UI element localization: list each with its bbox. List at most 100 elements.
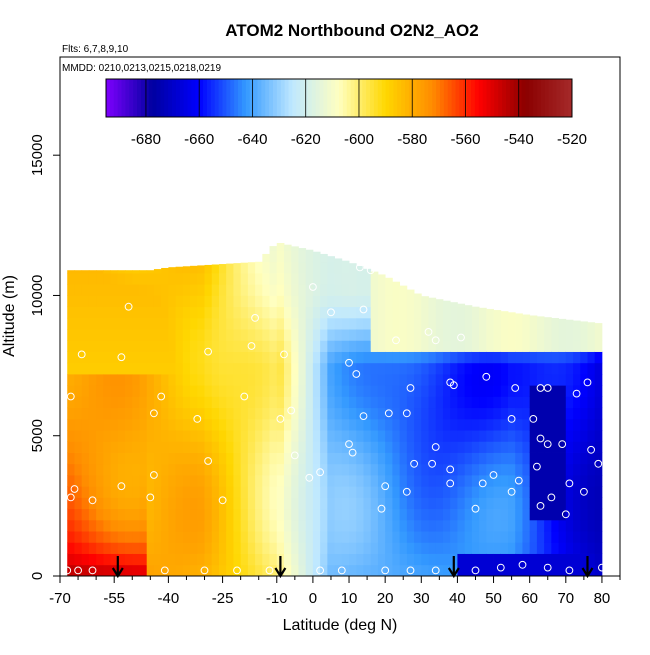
field-cell [190, 497, 198, 510]
field-cell [385, 441, 393, 453]
field-cell [269, 441, 278, 453]
field-cell [587, 475, 596, 487]
field-cell [551, 508, 559, 521]
field-cell [356, 531, 364, 543]
field-cell [146, 418, 155, 431]
field-cell [218, 396, 227, 409]
field-cell [240, 329, 249, 341]
field-cell [377, 508, 386, 521]
field-cell [558, 340, 567, 352]
field-cell [139, 340, 148, 352]
field-cell [450, 452, 458, 465]
field-cell [67, 385, 75, 397]
observation-points [63, 255, 606, 575]
field-cell [435, 299, 444, 308]
field-cell [327, 374, 335, 386]
field-cell [508, 385, 516, 397]
field-cell [96, 396, 104, 409]
field-cell [385, 340, 393, 352]
field-cell [341, 284, 350, 296]
x-tick-label: 80 [594, 590, 611, 607]
field-cell [276, 243, 285, 251]
field-cell [580, 519, 588, 532]
field-cell [450, 407, 458, 420]
field-cell [255, 362, 263, 375]
field-cell [132, 463, 140, 476]
field-cell [146, 463, 155, 476]
field-cell [385, 497, 393, 510]
field-cell [493, 340, 502, 352]
field-cell [565, 497, 574, 510]
field-cell [435, 452, 444, 465]
field-cell [385, 396, 393, 409]
colorbar-segment [439, 79, 445, 117]
field-cell [580, 396, 588, 409]
field-cell [327, 306, 335, 319]
field-cell [334, 284, 343, 296]
field-cell [175, 273, 184, 285]
field-cell [363, 519, 372, 532]
field-cell [218, 273, 227, 285]
field-cell [349, 284, 357, 296]
field-cell [508, 362, 516, 375]
field-cell [594, 351, 603, 364]
field-cell [573, 463, 581, 476]
field-cell [442, 340, 451, 352]
field-cell [573, 452, 581, 465]
field-cell [175, 542, 184, 554]
field-cell [385, 385, 393, 397]
colorbar-segment [113, 79, 119, 117]
field-cell [218, 531, 227, 543]
field-cell [233, 263, 242, 274]
field-cell [515, 531, 523, 543]
field-cell [226, 430, 234, 442]
field-cell [558, 497, 567, 510]
field-cell [233, 329, 242, 341]
field-cell [573, 329, 581, 341]
field-cell [240, 351, 249, 364]
field-cell [421, 396, 429, 409]
field-cell [74, 553, 83, 566]
field-cell [320, 452, 328, 465]
field-cell [356, 452, 364, 465]
field-cell [168, 553, 177, 566]
field-cell [515, 407, 523, 420]
field-cell [175, 508, 184, 521]
field-cell [580, 407, 588, 420]
field-cell [565, 374, 574, 386]
colorbar-segment [148, 79, 154, 117]
field-cell [233, 542, 242, 554]
field-cell [96, 486, 104, 498]
field-cell [320, 441, 328, 453]
field-cell [493, 329, 502, 341]
field-cell [262, 351, 270, 364]
field-cell [146, 508, 155, 521]
field-cell [464, 306, 473, 319]
obs-point [88, 566, 97, 575]
field-cell [500, 396, 509, 409]
field-cell [291, 430, 299, 442]
field-cell [139, 452, 148, 465]
field-cell [146, 270, 155, 274]
field-cell [573, 374, 581, 386]
field-cell [356, 295, 364, 308]
field-cell [320, 306, 328, 319]
field-cell [125, 531, 133, 543]
field-cell [385, 374, 393, 386]
field-cell [284, 497, 292, 510]
field-cell [74, 385, 83, 397]
field-cell [370, 542, 379, 554]
field-cell [117, 306, 126, 319]
field-cell [399, 295, 408, 308]
field-cell [233, 564, 242, 577]
field-cell [67, 519, 75, 532]
field-cell [421, 317, 429, 330]
obs-point [251, 314, 260, 322]
field-cell [240, 463, 249, 476]
field-cell [153, 508, 162, 521]
field-cell [370, 508, 379, 521]
field-cell [153, 284, 162, 296]
x-tick-label: 40 [449, 590, 466, 607]
field-cell [312, 374, 321, 386]
field-cell [88, 475, 97, 487]
